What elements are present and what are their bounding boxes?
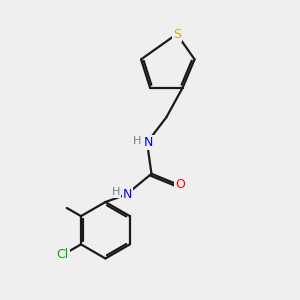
Text: Cl: Cl [57, 248, 69, 260]
Text: O: O [176, 178, 185, 191]
Text: S: S [173, 28, 181, 40]
Text: N: N [123, 188, 132, 201]
Text: H: H [133, 136, 142, 146]
Text: H: H [112, 187, 120, 197]
Text: N: N [144, 136, 153, 149]
